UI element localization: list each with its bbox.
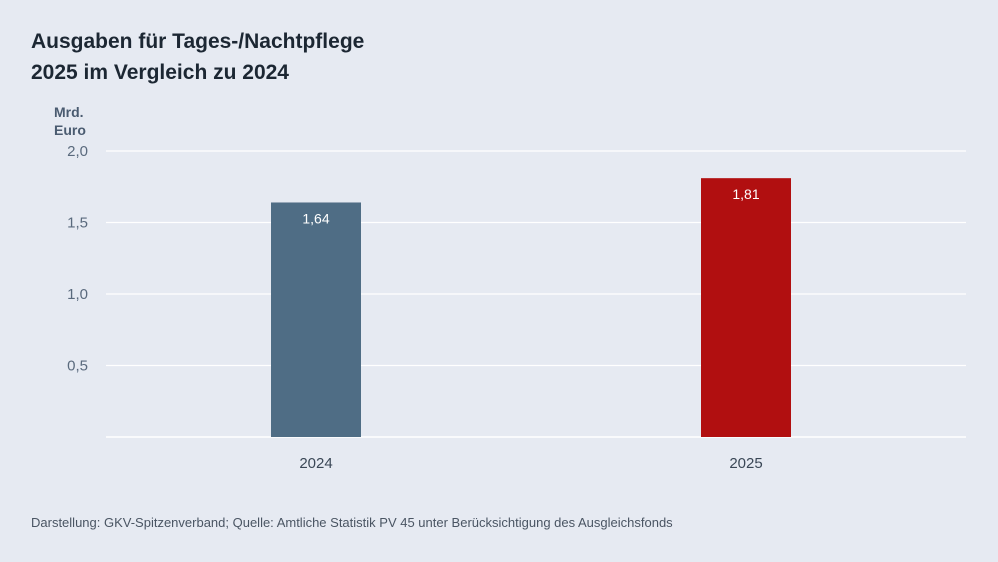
data-label: 1,81 — [732, 186, 759, 202]
y-axis-label: Mrd. Euro — [54, 103, 86, 139]
source-footnote: Darstellung: GKV-Spitzenverband; Quelle:… — [31, 515, 673, 530]
chart-title-line-2: 2025 im Vergleich zu 2024 — [31, 61, 289, 84]
x-tick-label: 2025 — [729, 455, 762, 472]
y-tick-label: 1,0 — [67, 286, 88, 303]
y-axis-label-line-1: Mrd. — [54, 104, 84, 120]
bar-2025 — [701, 178, 791, 438]
y-tick-label: 1,5 — [67, 215, 88, 232]
y-tick-label: 0,5 — [67, 358, 88, 375]
y-axis-label-line-2: Euro — [54, 122, 86, 138]
x-tick-label: 2024 — [299, 455, 332, 472]
y-tick-label: 2,0 — [67, 143, 88, 160]
chart-title: Ausgaben für Tages-/Nachtpflege 2025 im … — [31, 26, 364, 88]
data-label: 1,64 — [302, 210, 329, 226]
chart-title-line-1: Ausgaben für Tages-/Nachtpflege — [31, 30, 365, 53]
bar-2024 — [271, 202, 361, 437]
